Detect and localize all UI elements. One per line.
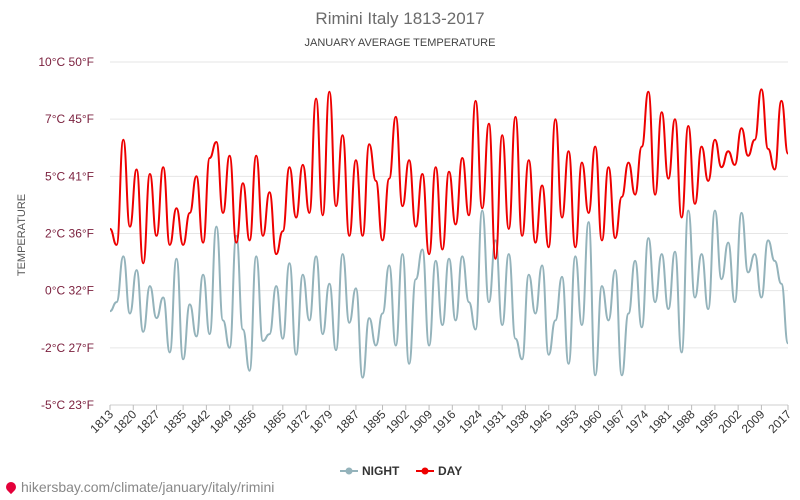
y-tick-label: 0°C 32°F bbox=[45, 284, 94, 298]
x-tick-label: 1953 bbox=[553, 407, 582, 436]
y-tick-label: -2°C 27°F bbox=[41, 341, 94, 355]
x-tick-label: 1909 bbox=[406, 407, 435, 436]
x-tick-label: 1967 bbox=[599, 407, 628, 436]
x-tick-label: 2017 bbox=[765, 407, 794, 436]
y-tick-label: -5°C 23°F bbox=[41, 398, 94, 412]
x-tick-label: 1995 bbox=[692, 407, 721, 436]
x-tick-label: 1849 bbox=[207, 407, 236, 436]
chart-subtitle: JANUARY AVERAGE TEMPERATURE bbox=[305, 37, 496, 49]
x-tick-label: 1945 bbox=[526, 407, 555, 436]
legend-night-marker bbox=[345, 467, 353, 475]
y-axis: 10°C 50°F 7°C 45°F 5°C 41°F 2°C 36°F 0°C 32°… bbox=[38, 55, 94, 412]
x-tick-label: 1895 bbox=[360, 407, 389, 436]
x-tick-label: 1856 bbox=[230, 407, 259, 436]
x-tick-label: 1827 bbox=[134, 407, 163, 436]
grid bbox=[110, 61, 788, 406]
x-tick-label: 1865 bbox=[260, 407, 289, 436]
x-tick-label: 1842 bbox=[184, 407, 213, 436]
x-tick-label: 1931 bbox=[480, 407, 509, 436]
x-tick-label: 1960 bbox=[576, 407, 605, 436]
x-tick-label: 1872 bbox=[283, 407, 312, 436]
x-tick-label: 1879 bbox=[307, 407, 336, 436]
legend-item-night[interactable]: NIGHT bbox=[340, 464, 400, 478]
y-axis-title: TEMPERATURE bbox=[16, 194, 28, 276]
x-tick-label: 1902 bbox=[383, 407, 412, 436]
x-tick-label: 1981 bbox=[646, 407, 675, 436]
x-tick-label: 1916 bbox=[430, 407, 459, 436]
legend-day-label: DAY bbox=[438, 464, 462, 478]
x-tick-label: 2009 bbox=[739, 407, 768, 436]
x-tick-label: 1974 bbox=[622, 407, 651, 436]
y-tick-label: 2°C 36°F bbox=[45, 227, 94, 241]
location-pin-icon bbox=[3, 479, 19, 495]
watermark[interactable]: hikersbay.com/climate/january/italy/rimi… bbox=[3, 479, 275, 495]
y-tick-label: 10°C 50°F bbox=[38, 55, 94, 69]
x-tick-label: 1820 bbox=[111, 407, 140, 436]
legend-item-day[interactable]: DAY bbox=[416, 464, 462, 478]
legend-day-marker bbox=[421, 467, 429, 475]
x-tick-label: 1988 bbox=[669, 407, 698, 436]
legend-night-label: NIGHT bbox=[362, 464, 400, 478]
y-tick-label: 5°C 41°F bbox=[45, 169, 94, 183]
watermark-text: hikersbay.com/climate/january/italy/rimi… bbox=[21, 479, 275, 495]
chart-title: Rimini Italy 1813-2017 bbox=[315, 9, 484, 28]
series-line-day bbox=[109, 88, 789, 265]
x-tick-label: 2002 bbox=[715, 407, 744, 436]
series-layer bbox=[109, 88, 789, 379]
y-tick-label: 7°C 45°F bbox=[45, 112, 94, 126]
legend: NIGHT DAY bbox=[340, 464, 462, 478]
x-tick-label: 1887 bbox=[333, 407, 362, 436]
x-tick-label: 1924 bbox=[456, 407, 485, 436]
series-line-night bbox=[109, 209, 789, 379]
x-tick-label: 1938 bbox=[503, 407, 532, 436]
x-tick-label: 1835 bbox=[160, 407, 189, 436]
